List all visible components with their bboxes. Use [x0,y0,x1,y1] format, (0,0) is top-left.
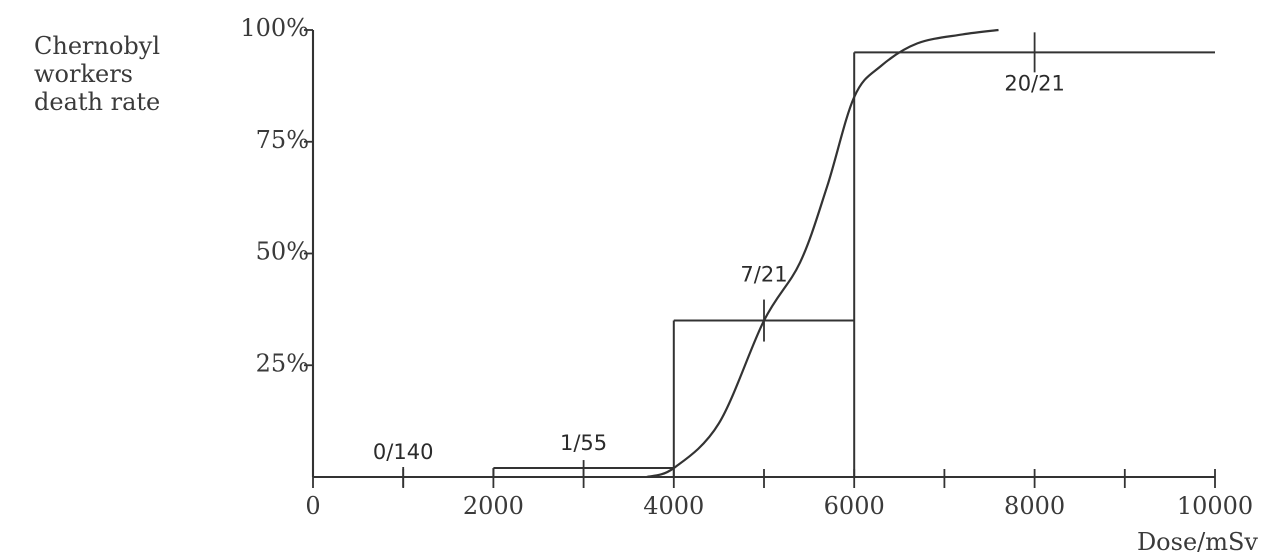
x-axis-title: Dose/mSv [1137,528,1258,554]
x-tick-label: 8000 [1004,492,1065,520]
points: 0/140 1/55 7/21 20/21 [373,32,1215,487]
x-tick-label: 10000 [1177,492,1253,520]
y-tick-label: 50% [256,238,309,266]
point-label: 1/55 [560,431,607,455]
data-point: 1/55 [492,431,674,477]
ticks: 25% 50% 75% 100% 0 2000 4000 6000 8000 10000 [240,14,1253,520]
y-tick-label: 100% [240,14,309,42]
y-tick-label: 25% [256,349,309,377]
data-point: 20/21 [853,32,1215,477]
series [646,28,999,479]
x-tick-label: 0 [305,492,320,520]
x-tick-label: 2000 [463,492,524,520]
point-label: 0/140 [373,440,434,464]
point-label: 20/21 [1004,71,1065,95]
data-point: 7/21 [672,263,855,477]
dose-response-curve [646,28,999,479]
x-tick-label: 6000 [824,492,885,520]
y-axis-title-line: workers [34,60,133,88]
y-tick-label: 75% [256,126,309,154]
data-point: 0/140 [373,440,434,487]
y-axis-title-line: death rate [34,88,160,116]
y-axis-title-line: Chernobyl [34,32,160,60]
point-label: 7/21 [740,263,787,287]
x-tick-label: 4000 [643,492,704,520]
axes [311,30,1215,479]
